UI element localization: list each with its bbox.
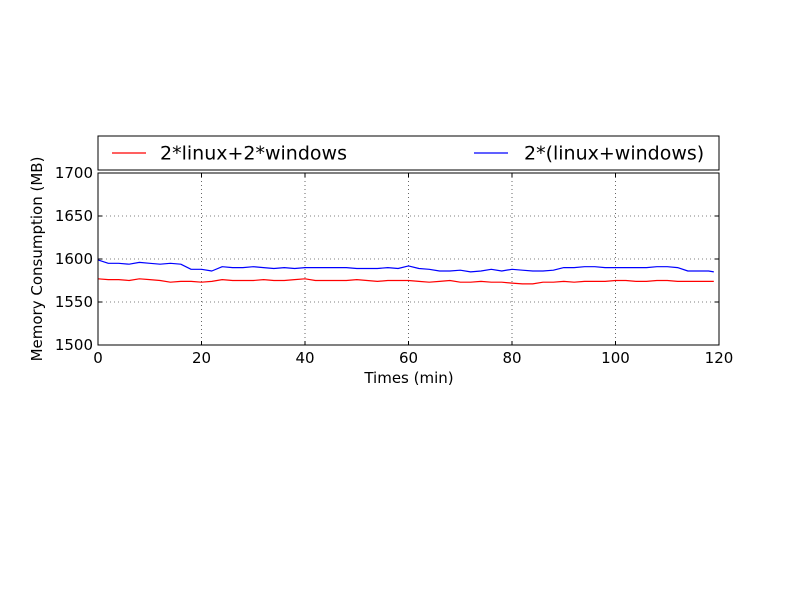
series-line-2 [97,259,714,273]
legend-label-series-1: 2*linux+2*windows [160,143,347,165]
series-lines [97,259,714,285]
x-tick-label: 120 [705,349,734,367]
x-tick-label: 40 [295,349,314,367]
legend-label-series-2: 2*(linux+windows) [524,143,704,165]
x-tick-label: 20 [192,349,211,367]
legend: 2*linux+2*windows 2*(linux+windows) [97,135,720,171]
series-line-1 [97,278,714,285]
x-tick-label: 60 [399,349,418,367]
x-tick-label: 80 [502,349,521,367]
legend-frame [97,135,720,171]
plot-area [98,173,719,345]
grid-lines [98,173,719,345]
x-axis-label: Times (min) [363,369,453,387]
axis-ticks: 0 20 40 60 80 100 120 1500 1550 1600 1650 1700 [55,164,734,367]
x-tick-label: 0 [93,349,103,367]
x-tick-label: 100 [601,349,630,367]
y-tick-label: 1650 [55,207,93,225]
y-tick-label: 1600 [55,250,93,268]
y-tick-label: 1500 [55,336,93,354]
y-axis-label: Memory Consumption (MB) [28,157,46,362]
y-tick-label: 1700 [55,164,93,182]
y-tick-label: 1550 [55,293,93,311]
